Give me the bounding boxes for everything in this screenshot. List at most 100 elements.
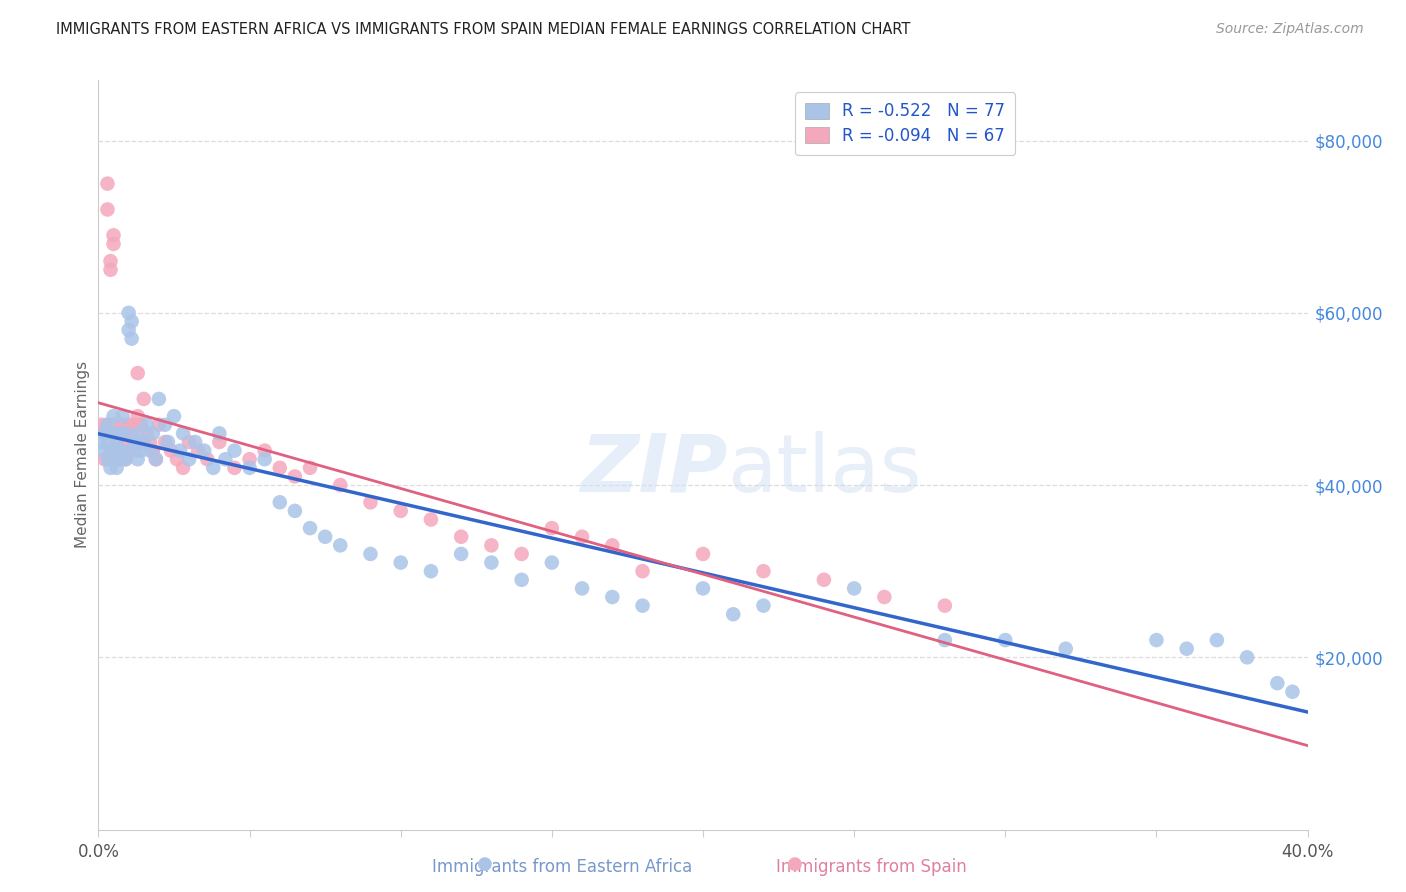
Text: ●: ● xyxy=(477,855,494,873)
Point xyxy=(314,530,336,544)
Point xyxy=(105,435,128,450)
Point xyxy=(329,478,352,492)
Point xyxy=(114,435,136,450)
Point xyxy=(132,435,155,450)
Point xyxy=(253,452,276,467)
Point xyxy=(510,573,533,587)
Point xyxy=(96,202,118,217)
Point xyxy=(132,392,155,406)
Point xyxy=(114,426,136,441)
Point xyxy=(631,564,654,578)
Point xyxy=(145,452,167,467)
Point xyxy=(510,547,533,561)
Point xyxy=(105,460,128,475)
Point xyxy=(420,564,443,578)
Point xyxy=(269,460,291,475)
Point xyxy=(93,426,115,441)
Text: ZIP: ZIP xyxy=(579,431,727,509)
Point xyxy=(108,443,131,458)
Point xyxy=(118,443,141,458)
Point xyxy=(299,521,322,535)
Point xyxy=(389,556,412,570)
Point xyxy=(103,426,125,441)
Point xyxy=(450,547,472,561)
Point xyxy=(1236,650,1258,665)
Point xyxy=(873,590,896,604)
Point xyxy=(692,582,714,596)
Point xyxy=(142,426,165,441)
Point xyxy=(329,538,352,552)
Point xyxy=(153,417,176,432)
Point xyxy=(389,504,412,518)
Point xyxy=(139,443,162,458)
Point xyxy=(723,607,745,622)
Legend: R = -0.522   N = 77, R = -0.094   N = 67: R = -0.522 N = 77, R = -0.094 N = 67 xyxy=(796,93,1015,155)
Point xyxy=(142,443,165,458)
Point xyxy=(269,495,291,509)
Point xyxy=(111,417,134,432)
Point xyxy=(93,426,115,441)
Point xyxy=(124,435,146,450)
Point xyxy=(1144,633,1167,648)
Point xyxy=(602,590,624,604)
Point xyxy=(284,504,307,518)
Point xyxy=(124,435,146,450)
Point xyxy=(450,530,472,544)
Point xyxy=(239,452,262,467)
Y-axis label: Median Female Earnings: Median Female Earnings xyxy=(75,361,90,549)
Point xyxy=(100,262,122,277)
Point xyxy=(844,582,866,596)
Point xyxy=(360,547,382,561)
Point xyxy=(169,443,191,458)
Point xyxy=(111,443,134,458)
Point xyxy=(934,599,956,613)
Point xyxy=(153,435,176,450)
Point xyxy=(96,435,118,450)
Point xyxy=(571,582,593,596)
Point xyxy=(224,460,246,475)
Point xyxy=(127,452,149,467)
Point xyxy=(135,417,157,432)
Point xyxy=(96,417,118,432)
Point xyxy=(132,435,155,450)
Point xyxy=(111,409,134,424)
Point xyxy=(100,254,122,268)
Point xyxy=(179,452,201,467)
Point xyxy=(103,236,125,251)
Point xyxy=(214,452,236,467)
Point xyxy=(752,599,775,613)
Point xyxy=(90,417,112,432)
Point xyxy=(208,426,231,441)
Point xyxy=(1281,685,1303,699)
Point xyxy=(813,573,835,587)
Point xyxy=(284,469,307,483)
Point xyxy=(253,443,276,458)
Point xyxy=(187,443,209,458)
Point xyxy=(193,443,215,458)
Point xyxy=(184,435,207,450)
Point xyxy=(224,443,246,458)
Point xyxy=(360,495,382,509)
Text: Immigrants from Eastern Africa: Immigrants from Eastern Africa xyxy=(432,858,693,876)
Point xyxy=(118,417,141,432)
Point xyxy=(114,452,136,467)
Point xyxy=(100,460,122,475)
Point xyxy=(103,417,125,432)
Point xyxy=(118,306,141,320)
Point xyxy=(111,443,134,458)
Point xyxy=(160,443,183,458)
Point xyxy=(129,443,152,458)
Point xyxy=(692,547,714,561)
Point xyxy=(121,332,143,346)
Point xyxy=(752,564,775,578)
Point xyxy=(166,452,188,467)
Point xyxy=(1267,676,1289,690)
Point xyxy=(202,460,225,475)
Point xyxy=(299,460,322,475)
Point xyxy=(1054,641,1077,656)
Point xyxy=(156,435,179,450)
Point xyxy=(103,409,125,424)
Point xyxy=(127,366,149,380)
Point xyxy=(994,633,1017,648)
Text: Source: ZipAtlas.com: Source: ZipAtlas.com xyxy=(1216,22,1364,37)
